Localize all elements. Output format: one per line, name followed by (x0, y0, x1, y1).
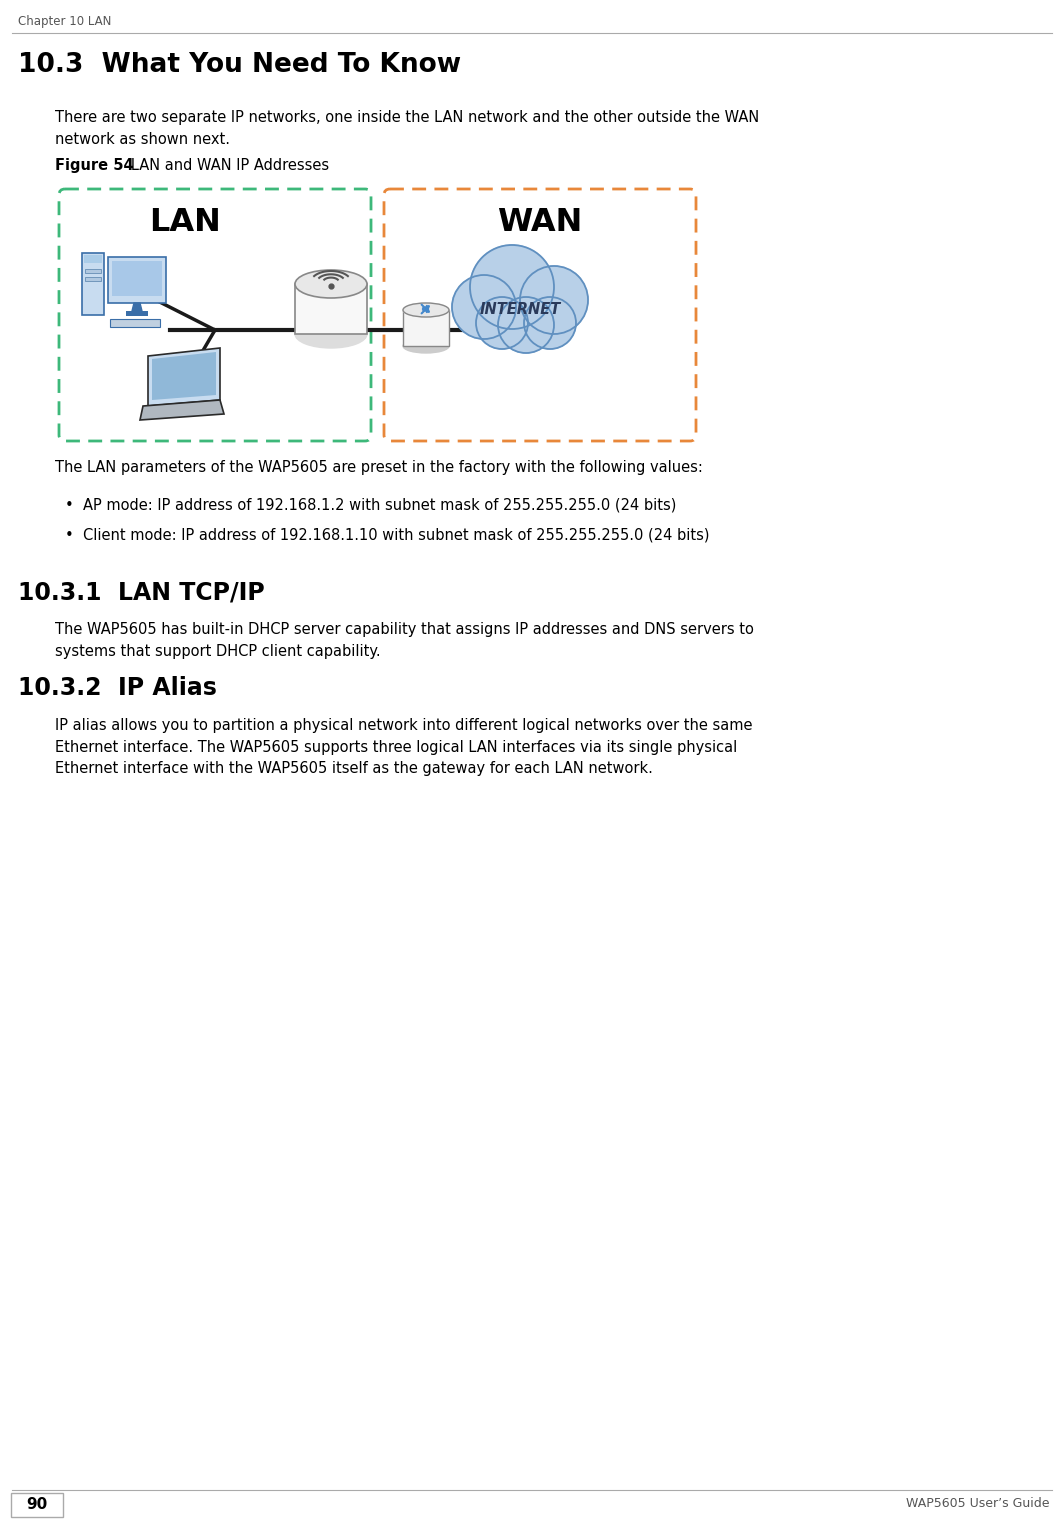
FancyBboxPatch shape (82, 253, 104, 315)
Text: 10.3  What You Need To Know: 10.3 What You Need To Know (18, 52, 461, 78)
FancyBboxPatch shape (84, 255, 102, 264)
Text: Chapter 10 LAN: Chapter 10 LAN (18, 15, 112, 27)
Polygon shape (132, 303, 142, 311)
Text: INTERNET: INTERNET (480, 302, 561, 317)
Text: WAP5605 User’s Guide: WAP5605 User’s Guide (907, 1497, 1050, 1510)
Polygon shape (140, 399, 225, 421)
Ellipse shape (295, 270, 367, 299)
Text: WAN: WAN (497, 207, 583, 238)
Circle shape (476, 297, 528, 349)
Text: There are two separate IP networks, one inside the LAN network and the other out: There are two separate IP networks, one … (55, 110, 760, 146)
FancyBboxPatch shape (126, 311, 148, 315)
FancyBboxPatch shape (110, 319, 160, 328)
FancyBboxPatch shape (295, 283, 367, 334)
Circle shape (523, 297, 576, 349)
Polygon shape (148, 347, 220, 405)
Ellipse shape (295, 320, 367, 347)
Circle shape (520, 267, 588, 334)
Text: LAN: LAN (149, 207, 221, 238)
Text: •  AP mode: IP address of 192.168.1.2 with subnet mask of 255.255.255.0 (24 bits: • AP mode: IP address of 192.168.1.2 wit… (65, 498, 677, 514)
Ellipse shape (403, 303, 449, 317)
Circle shape (470, 245, 554, 329)
Text: The WAP5605 has built-in DHCP server capability that assigns IP addresses and DN: The WAP5605 has built-in DHCP server cap… (55, 622, 754, 658)
Text: Figure 54: Figure 54 (55, 158, 134, 174)
Text: 90: 90 (27, 1497, 48, 1512)
FancyBboxPatch shape (85, 277, 101, 280)
Text: IP alias allows you to partition a physical network into different logical netwo: IP alias allows you to partition a physi… (55, 718, 752, 776)
FancyBboxPatch shape (11, 1494, 63, 1516)
Text: 10.3.1  LAN TCP/IP: 10.3.1 LAN TCP/IP (18, 581, 265, 604)
FancyBboxPatch shape (59, 189, 371, 440)
Text: •  Client mode: IP address of 192.168.1.10 with subnet mask of 255.255.255.0 (24: • Client mode: IP address of 192.168.1.1… (65, 527, 710, 543)
FancyBboxPatch shape (85, 270, 101, 273)
Text: LAN and WAN IP Addresses: LAN and WAN IP Addresses (117, 158, 329, 174)
FancyBboxPatch shape (112, 261, 162, 296)
Circle shape (498, 297, 554, 354)
Circle shape (452, 274, 516, 338)
Polygon shape (152, 352, 216, 399)
FancyBboxPatch shape (384, 189, 696, 440)
Text: 10.3.2  IP Alias: 10.3.2 IP Alias (18, 677, 217, 700)
Text: The LAN parameters of the WAP5605 are preset in the factory with the following v: The LAN parameters of the WAP5605 are pr… (55, 460, 703, 475)
FancyBboxPatch shape (109, 258, 166, 303)
FancyBboxPatch shape (403, 309, 449, 346)
Ellipse shape (403, 338, 449, 354)
